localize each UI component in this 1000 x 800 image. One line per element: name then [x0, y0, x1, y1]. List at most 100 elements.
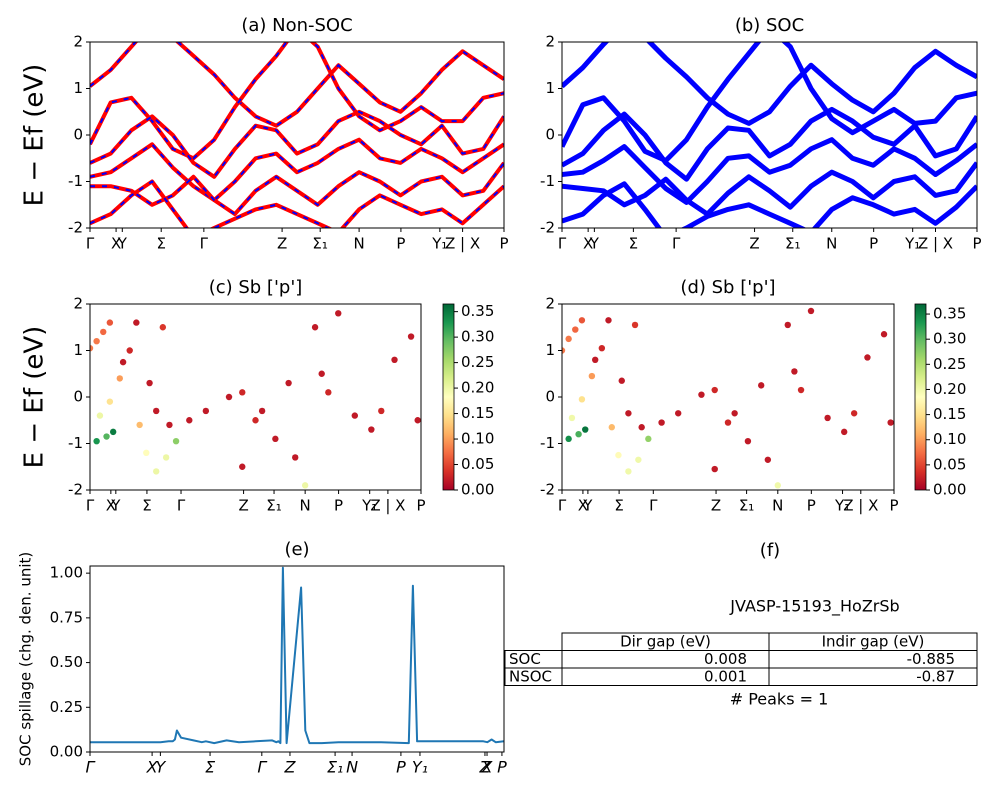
colorbar-tick-label: 0.30: [461, 328, 494, 346]
weight-point: [272, 435, 279, 443]
weight-point: [93, 437, 100, 445]
axes-frame: [89, 565, 505, 753]
colorbar-tick-label: 0.20: [461, 379, 494, 397]
weight-point: [391, 356, 398, 363]
weight-point: [588, 372, 596, 380]
weight-point: [631, 321, 639, 329]
band-line-dash: [90, 162, 504, 216]
weight-point: [186, 417, 193, 424]
x-tick-label: Γ: [86, 758, 96, 777]
chart-title: (d) Sb ['p']: [680, 277, 775, 298]
x-tick-label: Γ: [558, 497, 567, 515]
table-note: # Peaks = 1: [730, 690, 829, 709]
weight-point: [562, 347, 566, 354]
y-tick-label: -2: [540, 219, 555, 237]
colorbar-tick-label: 0.05: [933, 455, 966, 473]
table-header: Indir gap (eV): [822, 632, 925, 650]
x-tick-label: Σ₁: [327, 758, 344, 777]
chart-title: (b) SOC: [735, 15, 804, 36]
chart-title: (a) Non-SOC: [241, 15, 352, 36]
y-tick-label: -1: [540, 434, 555, 452]
weight-point: [625, 468, 632, 475]
x-tick-label: Z | X: [843, 497, 878, 515]
weight-point: [239, 463, 246, 470]
weight-point: [100, 328, 107, 336]
y-tick-label: 0: [545, 388, 555, 406]
weight-point: [864, 354, 871, 361]
x-tick-label: Σ: [205, 758, 216, 777]
weight-point: [109, 428, 117, 436]
x-tick-label: Σ: [156, 235, 165, 253]
weight-point: [133, 319, 140, 326]
table-value: -0.87: [916, 667, 955, 685]
weight-point: [635, 456, 642, 463]
x-tick-label: Σ₁: [266, 497, 282, 515]
x-tick-label: P: [396, 235, 405, 253]
chart-title: (f): [760, 540, 780, 561]
x-tick-label: Z: [238, 497, 248, 515]
weight-point: [850, 410, 858, 417]
x-tick-label: X: [583, 235, 593, 253]
x-tick-label: P: [889, 497, 898, 515]
x-tick-label: Z: [277, 235, 287, 253]
x-tick-label: Γ: [257, 758, 267, 777]
axes-frame: [89, 41, 505, 229]
y-tick-label: 1: [73, 341, 83, 359]
weight-point: [116, 375, 123, 382]
band-line: [562, 42, 977, 126]
colorbar-tick-label: 0.35: [461, 302, 494, 320]
weight-point: [598, 344, 606, 352]
x-tick-label: Y₁: [904, 235, 920, 253]
table-header: Dir gap (eV): [620, 632, 711, 650]
x-tick-label: P: [334, 497, 343, 515]
weight-point: [758, 382, 765, 389]
x-tick-label: Σ: [142, 497, 151, 515]
weight-point: [103, 433, 110, 440]
colorbar-tick-label: 0.10: [461, 430, 494, 448]
x-tick-label: Z: [749, 235, 759, 253]
weight-point: [351, 412, 358, 419]
x-tick-label: X: [146, 758, 159, 777]
band-line: [562, 106, 977, 182]
y-tick-label: 2: [73, 33, 83, 51]
band-line: [90, 42, 504, 128]
table-subtitle: JVASP-15193_HoZrSb: [729, 597, 899, 617]
plot-area: [562, 307, 894, 489]
x-tick-label: N: [300, 497, 311, 515]
weight-point: [568, 414, 576, 422]
weight-point: [824, 414, 831, 422]
colorbar-tick-label: 0.30: [933, 330, 966, 348]
weight-point: [318, 370, 325, 377]
x-tick-label: P: [396, 758, 406, 777]
band-line: [562, 181, 977, 228]
y-tick-label: 2: [545, 33, 555, 51]
band-line: [562, 137, 977, 205]
plot-area: [90, 566, 504, 745]
chart-title: (c) Sb ['p']: [209, 277, 303, 298]
weight-point: [565, 435, 572, 443]
weight-point: [146, 379, 153, 387]
x-tick-label: Γ: [177, 497, 186, 515]
weight-point: [807, 307, 815, 315]
x-tick-label: Y: [582, 497, 593, 515]
colorbar-tick-label: 0.10: [933, 430, 966, 448]
y-tick-label: 1: [545, 341, 555, 359]
y-axis-label: SOC spillage (chg. den. unit): [17, 552, 35, 767]
y-tick-label: 0: [73, 388, 83, 406]
y-tick-label: -1: [540, 172, 555, 190]
table-value: -0.885: [907, 650, 955, 668]
weight-point: [774, 482, 781, 489]
weight-point: [126, 347, 133, 354]
colorbar-tick-label: 0.25: [461, 353, 494, 371]
weight-point: [618, 377, 625, 384]
weight-point: [143, 449, 150, 456]
x-tick-label: X: [481, 758, 494, 777]
weight-point: [325, 389, 332, 396]
weight-point: [407, 333, 415, 340]
x-tick-label: N: [826, 235, 837, 253]
weight-point: [887, 419, 894, 426]
weight-point: [162, 454, 170, 461]
plot-area: [562, 42, 977, 228]
colorbar-tick-label: 0.05: [461, 455, 494, 473]
